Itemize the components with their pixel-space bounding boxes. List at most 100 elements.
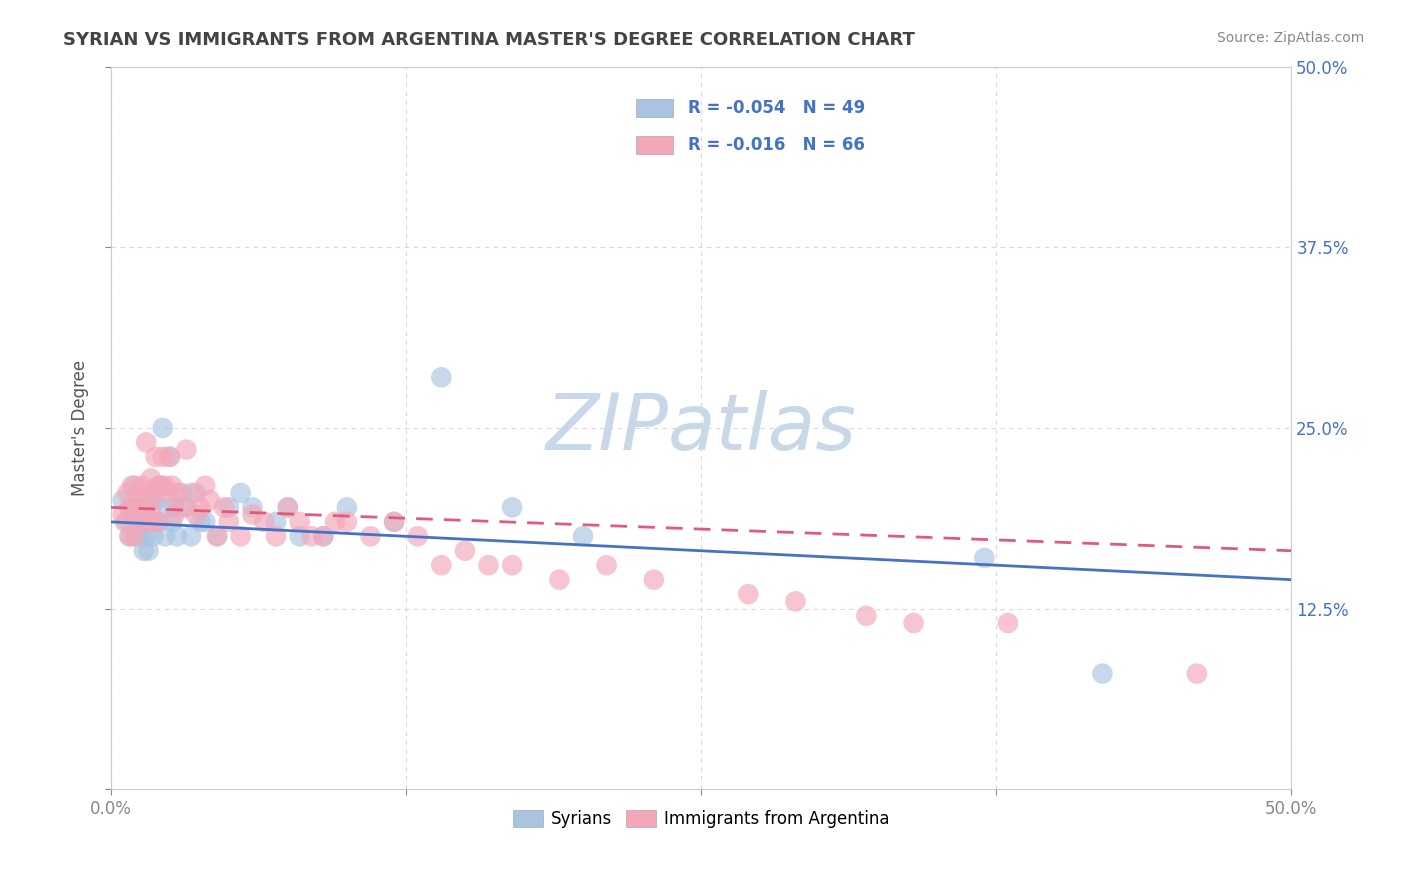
- Point: [454, 543, 477, 558]
- Point: [166, 486, 188, 500]
- Point: [288, 529, 311, 543]
- Point: [131, 479, 153, 493]
- Point: [997, 615, 1019, 630]
- Point: [406, 529, 429, 543]
- Point: [114, 515, 136, 529]
- Point: [288, 515, 311, 529]
- Point: [218, 515, 240, 529]
- Point: [142, 515, 165, 529]
- Point: [145, 450, 167, 464]
- Point: [118, 529, 141, 543]
- Point: [139, 493, 162, 508]
- Point: [170, 486, 193, 500]
- Point: [312, 529, 335, 543]
- Point: [180, 529, 202, 543]
- Point: [1185, 666, 1208, 681]
- Point: [190, 500, 212, 515]
- Point: [118, 529, 141, 543]
- Point: [117, 515, 139, 529]
- Point: [149, 479, 172, 493]
- Point: [176, 500, 198, 515]
- Point: [242, 508, 264, 522]
- Point: [138, 515, 160, 529]
- Point: [163, 508, 186, 522]
- Point: [125, 529, 148, 543]
- Point: [336, 500, 359, 515]
- Point: [146, 515, 169, 529]
- Point: [128, 500, 150, 515]
- Point: [131, 515, 153, 529]
- Point: [146, 479, 169, 493]
- Point: [170, 500, 193, 515]
- Point: [205, 529, 228, 543]
- Point: [135, 515, 157, 529]
- Point: [264, 529, 287, 543]
- Point: [163, 500, 186, 515]
- Point: [121, 479, 143, 493]
- Point: [477, 558, 499, 573]
- Point: [111, 493, 134, 508]
- Point: [118, 500, 141, 515]
- Point: [132, 486, 155, 500]
- Point: [121, 500, 143, 515]
- Point: [152, 450, 174, 464]
- Point: [142, 486, 165, 500]
- Point: [138, 515, 160, 529]
- Point: [184, 486, 207, 500]
- Point: [117, 486, 139, 500]
- Point: [135, 435, 157, 450]
- Point: [156, 500, 179, 515]
- Y-axis label: Master's Degree: Master's Degree: [72, 359, 89, 496]
- Point: [194, 479, 217, 493]
- Point: [595, 558, 617, 573]
- Point: [242, 500, 264, 515]
- Point: [382, 515, 405, 529]
- Point: [166, 529, 188, 543]
- Point: [785, 594, 807, 608]
- Point: [205, 529, 228, 543]
- Point: [218, 500, 240, 515]
- Point: [382, 515, 405, 529]
- Point: [139, 500, 162, 515]
- Point: [548, 573, 571, 587]
- Point: [160, 515, 183, 529]
- Point: [142, 515, 165, 529]
- Point: [277, 500, 299, 515]
- Point: [159, 450, 181, 464]
- Point: [360, 529, 382, 543]
- Point: [501, 500, 523, 515]
- Point: [128, 515, 150, 529]
- Point: [198, 493, 221, 508]
- Point: [135, 529, 157, 543]
- Point: [142, 529, 165, 543]
- Point: [131, 529, 153, 543]
- Point: [146, 515, 169, 529]
- Point: [194, 515, 217, 529]
- Point: [124, 500, 146, 515]
- Point: [149, 479, 172, 493]
- Point: [253, 515, 276, 529]
- Point: [156, 486, 179, 500]
- Point: [124, 515, 146, 529]
- Point: [125, 493, 148, 508]
- Point: [160, 479, 183, 493]
- Point: [264, 515, 287, 529]
- Point: [903, 615, 925, 630]
- Point: [430, 370, 453, 384]
- Point: [159, 450, 181, 464]
- Point: [572, 529, 595, 543]
- Point: [176, 442, 198, 457]
- Point: [1091, 666, 1114, 681]
- Legend: Syrians, Immigrants from Argentina: Syrians, Immigrants from Argentina: [506, 804, 896, 835]
- Point: [152, 421, 174, 435]
- Point: [737, 587, 759, 601]
- Point: [145, 493, 167, 508]
- Point: [153, 479, 176, 493]
- Point: [430, 558, 453, 573]
- Text: ZIPatlas: ZIPatlas: [546, 390, 856, 466]
- Point: [190, 515, 212, 529]
- Point: [132, 543, 155, 558]
- Point: [212, 500, 235, 515]
- Point: [229, 529, 252, 543]
- Text: Source: ZipAtlas.com: Source: ZipAtlas.com: [1216, 31, 1364, 45]
